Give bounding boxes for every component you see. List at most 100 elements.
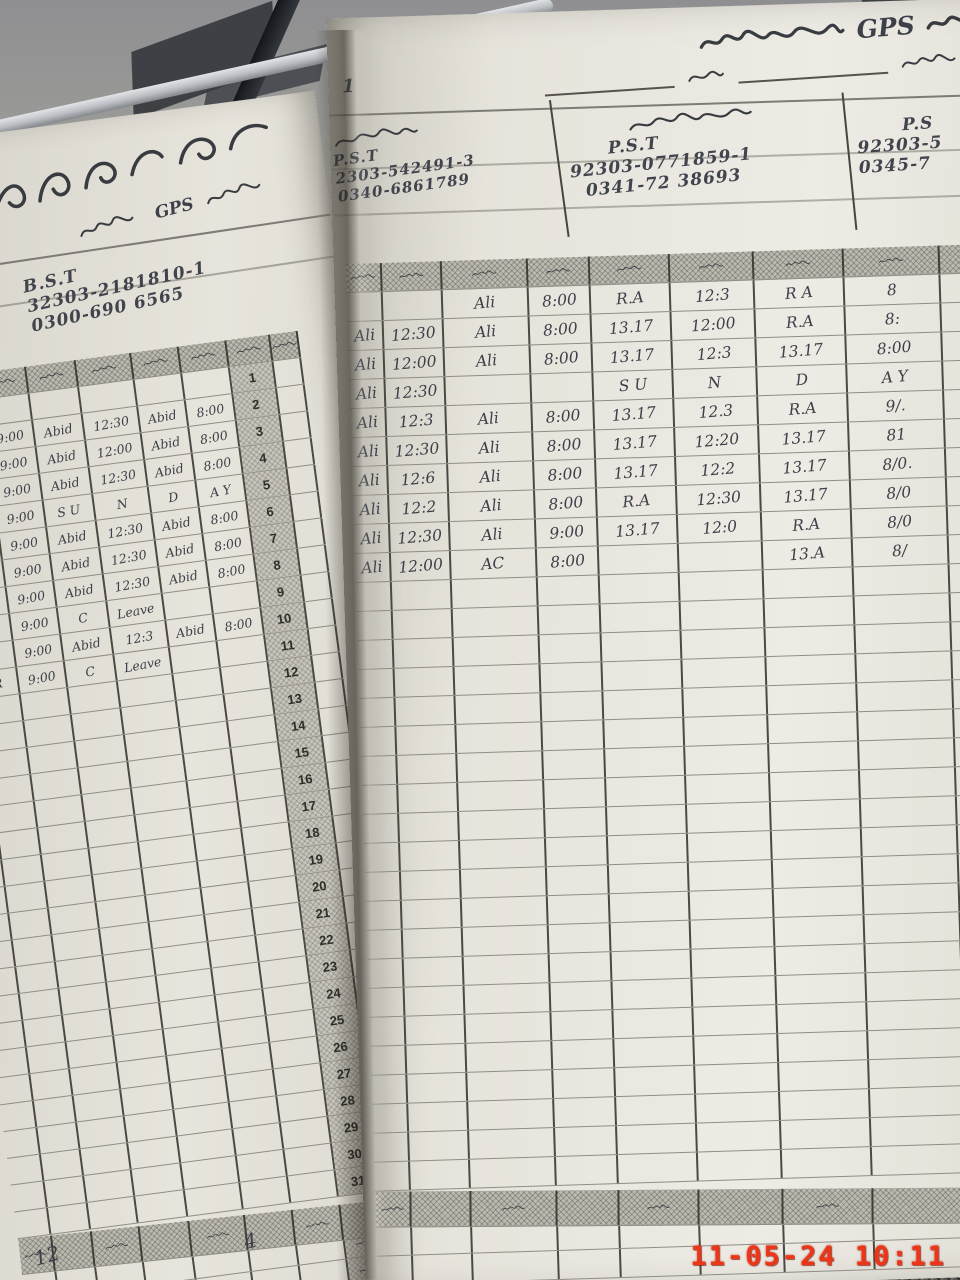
- entry-cell: [409, 1130, 470, 1161]
- entry-cell: [7, 1154, 45, 1185]
- handwritten-entry: 9:00: [22, 640, 54, 661]
- entry-cell: [853, 564, 951, 596]
- entry-cell: [135, 1189, 189, 1223]
- entry-cell: [539, 633, 603, 664]
- right-page-title: GPS: [696, 4, 960, 58]
- entry-cell: 13.17: [596, 456, 677, 488]
- entry-cell: 8/0.: [849, 448, 947, 480]
- entry-cell: [400, 869, 462, 900]
- handwritten-entry: R: [0, 674, 5, 692]
- handwritten-entry: 12:30: [91, 412, 131, 434]
- entry-cell: [456, 722, 544, 753]
- urdu-script-squiggle: [105, 1242, 128, 1249]
- urdu-script-squiggle: [206, 1231, 230, 1239]
- urdu-script-squiggle: [878, 257, 904, 264]
- entry-cell: [764, 596, 856, 628]
- entry-cell: [401, 898, 463, 929]
- entry-cell: [769, 741, 860, 773]
- entry-cell: 12:2: [389, 493, 450, 523]
- entry-cell: [554, 1097, 617, 1128]
- entry-cell: [396, 724, 458, 755]
- entry-cell: 12:3: [386, 406, 448, 436]
- entry-cell: 13.17: [756, 335, 848, 367]
- column-header-band: [345, 243, 960, 294]
- entry-cell: [599, 572, 681, 604]
- entry-cell: [681, 628, 767, 659]
- entry-cell: [771, 828, 863, 860]
- handwritten-entry: Abid: [175, 620, 207, 641]
- entry-cell: [870, 1115, 960, 1147]
- entry-cell: 8/0: [850, 477, 948, 509]
- entry-cell: [778, 1031, 870, 1062]
- handwritten-entry: 12:00: [95, 439, 134, 461]
- entry-cell: 12:3: [670, 280, 756, 311]
- entry-cell: [465, 1012, 553, 1043]
- urdu-script-squiggle: [546, 268, 571, 274]
- urdu-script-squiggle: [926, 10, 960, 30]
- entry-cell: [544, 778, 607, 809]
- column-header-cell: [345, 263, 383, 293]
- totals-band-cell: [375, 1191, 412, 1227]
- totals-band-cell: [411, 1191, 472, 1227]
- totals-band-cell: [18, 1235, 56, 1274]
- entry-cell: [679, 570, 765, 601]
- handwritten-entry: 8:00: [195, 400, 226, 420]
- totals-band-cell: [292, 1204, 345, 1245]
- entry-cell: [44, 1176, 88, 1208]
- entry-cell: [611, 949, 693, 981]
- entry-cell: 13.17: [595, 427, 676, 459]
- urdu-script-squiggle: [191, 352, 216, 360]
- handwritten-entry: 12:3: [693, 285, 731, 307]
- handwritten-entry: 13.17: [782, 485, 829, 507]
- handwritten-entry: 9:00: [12, 560, 43, 581]
- month-label-script: [901, 54, 956, 68]
- handwritten-entry: 12:30: [390, 323, 437, 345]
- entry-cell: 81: [849, 419, 946, 451]
- entry-cell: 12:00: [671, 309, 757, 340]
- footer-cell: [412, 1224, 473, 1255]
- handwritten-entry: 12:30: [113, 573, 152, 595]
- urdu-script-squiggle: [699, 23, 845, 49]
- column-header-cell: [0, 366, 30, 399]
- entry-cell: [402, 927, 464, 958]
- entry-cell: [859, 738, 956, 770]
- entry-cell: [23, 1015, 67, 1047]
- entry-cell: [609, 891, 691, 923]
- totals-band-cell: [699, 1188, 784, 1225]
- entry-cell: [33, 1095, 77, 1127]
- column-header-cell: [269, 330, 302, 361]
- urdu-script-squiggle: [399, 272, 424, 279]
- entry-cell: 12:30: [385, 377, 447, 407]
- handwritten-entry: 8:00: [212, 533, 243, 554]
- entry-cell: 8:: [845, 303, 943, 335]
- entry-cell: [16, 961, 60, 993]
- entry-cell: 8:00: [530, 343, 594, 374]
- handwritten-entry: N: [707, 373, 723, 393]
- entry-cell: C.: [944, 387, 960, 419]
- entry-cell: [857, 680, 955, 712]
- page-edge-cell: [283, 437, 316, 468]
- column-header-cell: [178, 340, 230, 373]
- handwritten-entry: Abid: [46, 446, 78, 467]
- entry-cell: 13.17: [592, 340, 674, 372]
- entry-cell: [549, 952, 613, 983]
- entry-cell: [777, 1002, 869, 1033]
- entry-cell: [466, 1041, 554, 1072]
- entry-cell: [616, 1094, 697, 1126]
- column-header-cell: [669, 251, 755, 282]
- entry-cell: [394, 666, 456, 697]
- page-edge-cell: [273, 357, 305, 388]
- entry-cell: 8/0: [851, 506, 949, 538]
- column-header-cell: [843, 245, 941, 277]
- entry-cell: [763, 567, 855, 599]
- entry-cell: [691, 947, 777, 978]
- entry-cell: S U: [593, 369, 675, 401]
- urdu-script-squiggle: [272, 341, 297, 350]
- entry-cell: [867, 999, 960, 1031]
- entry-cell: [859, 767, 957, 799]
- handwritten-entry: 9:00: [1, 479, 33, 500]
- entry-cell: [861, 825, 959, 857]
- entry-cell: [547, 894, 611, 925]
- handwritten-entry: 8:00: [544, 406, 581, 427]
- entry-cell: [2, 854, 46, 886]
